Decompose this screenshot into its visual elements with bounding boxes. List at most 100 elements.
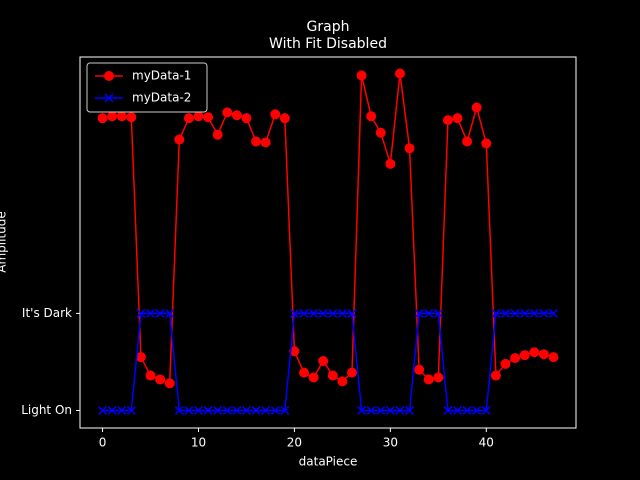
- data-point: [443, 405, 453, 416]
- data-point: [462, 136, 473, 147]
- data-point: [222, 405, 232, 416]
- data-point: [203, 112, 214, 123]
- x-tick-label: 10: [191, 436, 206, 450]
- data-point: [232, 405, 242, 416]
- data-point: [174, 134, 185, 145]
- data-point: [270, 109, 281, 120]
- data-point: [126, 112, 137, 123]
- x-tick-label: 40: [479, 436, 494, 450]
- data-point: [357, 405, 367, 416]
- x-axis-label: dataPiece: [299, 455, 358, 469]
- data-point: [165, 308, 175, 318]
- data-point: [251, 405, 261, 416]
- data-point: [213, 405, 223, 416]
- data-point: [529, 308, 539, 318]
- data-point: [452, 405, 463, 416]
- data-point: [145, 308, 156, 318]
- data-point: [299, 308, 309, 318]
- data-point: [116, 111, 127, 122]
- data-point: [107, 405, 117, 416]
- data-point: [366, 405, 376, 416]
- chart-subtitle: With Fit Disabled: [269, 36, 387, 52]
- data-point: [500, 308, 511, 318]
- data-point: [519, 350, 530, 361]
- x-tick-label: 20: [287, 436, 302, 450]
- data-point: [405, 405, 415, 416]
- data-point: [126, 405, 136, 416]
- data-point: [327, 370, 338, 381]
- data-point: [145, 370, 156, 381]
- data-point: [346, 367, 357, 378]
- data-point: [538, 349, 549, 360]
- data-point: [510, 308, 520, 318]
- data-point: [442, 115, 453, 126]
- data-point: [366, 111, 377, 122]
- data-point: [433, 308, 443, 318]
- data-point: [222, 107, 233, 118]
- series-line: [102, 312, 554, 412]
- chart-title: Graph: [307, 19, 350, 35]
- data-point: [308, 372, 319, 383]
- data-point: [318, 308, 328, 318]
- data-point: [212, 129, 223, 140]
- data-point: [299, 367, 310, 378]
- data-point: [231, 110, 242, 121]
- x-tick-label: 0: [99, 436, 107, 450]
- data-point: [270, 405, 280, 416]
- data-point: [414, 308, 424, 318]
- data-point: [471, 102, 482, 113]
- legend-marker: [104, 71, 114, 81]
- data-point: [404, 143, 415, 154]
- data-point: [385, 405, 395, 416]
- data-point: [183, 113, 194, 124]
- data-point: [155, 374, 166, 385]
- data-point: [500, 358, 511, 369]
- data-point: [241, 405, 251, 416]
- data-point: [117, 405, 127, 416]
- data-point: [328, 308, 338, 318]
- data-point: [548, 352, 559, 363]
- data-point: [539, 308, 549, 318]
- data-point: [279, 113, 290, 124]
- data-point: [424, 308, 434, 318]
- data-point: [462, 405, 472, 416]
- legend-label: myData-1: [132, 69, 191, 83]
- data-point: [520, 308, 530, 318]
- data-point: [433, 372, 444, 383]
- data-point: [174, 405, 184, 416]
- data-point: [164, 378, 175, 389]
- data-point: [491, 308, 501, 318]
- series-line: [102, 73, 554, 385]
- data-point: [356, 70, 367, 81]
- legend-marker: [104, 93, 114, 103]
- data-point: [135, 352, 146, 363]
- data-point: [481, 138, 492, 149]
- data-point: [251, 136, 262, 147]
- data-point: [280, 405, 290, 416]
- data-point: [261, 405, 271, 416]
- data-point: [347, 308, 357, 318]
- data-point: [260, 137, 271, 148]
- data-point: [98, 405, 108, 416]
- data-point: [97, 113, 108, 124]
- data-point: [318, 355, 329, 366]
- data-point: [193, 111, 204, 122]
- data-point: [490, 370, 501, 381]
- data-point: [395, 405, 405, 416]
- data-point: [452, 113, 463, 124]
- data-point: [375, 127, 386, 138]
- data-point: [376, 405, 386, 416]
- data-point: [394, 68, 405, 79]
- data-point: [510, 353, 521, 364]
- data-point: [155, 308, 165, 318]
- x-tick-label: 30: [383, 436, 398, 450]
- data-point: [241, 113, 252, 124]
- legend-label: myData-2: [132, 91, 191, 105]
- data-point: [481, 405, 491, 416]
- data-point: [289, 308, 299, 318]
- data-point: [184, 405, 194, 416]
- y-axis-label: Amplitude: [0, 211, 9, 273]
- data-point: [107, 111, 118, 122]
